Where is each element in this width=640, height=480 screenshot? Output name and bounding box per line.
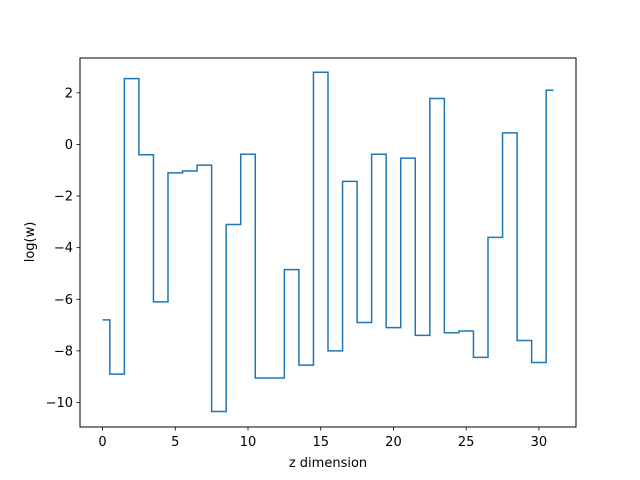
x-tick-label: 0 — [98, 435, 106, 450]
y-axis-ticks: −10 −8 −6 −4 −2 0 2 — [46, 86, 80, 411]
y-tick-label: 0 — [65, 138, 73, 153]
x-tick-label: 30 — [531, 435, 548, 450]
x-tick-label: 25 — [458, 435, 475, 450]
x-tick-label: 5 — [171, 435, 179, 450]
x-tick-label: 15 — [312, 435, 329, 450]
x-tick-label: 20 — [385, 435, 402, 450]
y-tick-label: −10 — [46, 396, 73, 411]
x-axis-label: z dimension — [289, 456, 367, 471]
y-tick-label: −2 — [54, 190, 73, 205]
y-tick-label: −4 — [54, 241, 73, 256]
series-layer — [102, 71, 554, 413]
y-tick-label: 2 — [65, 86, 73, 101]
y-tick-label: −6 — [54, 293, 73, 308]
x-axis-ticks: 0 5 10 15 20 25 30 — [98, 427, 547, 450]
series-line-0 — [102, 71, 554, 413]
y-tick-label: −8 — [54, 344, 73, 359]
x-tick-label: 10 — [240, 435, 257, 450]
plot-frame — [79, 57, 577, 428]
y-axis-label: log(w) — [23, 222, 38, 263]
